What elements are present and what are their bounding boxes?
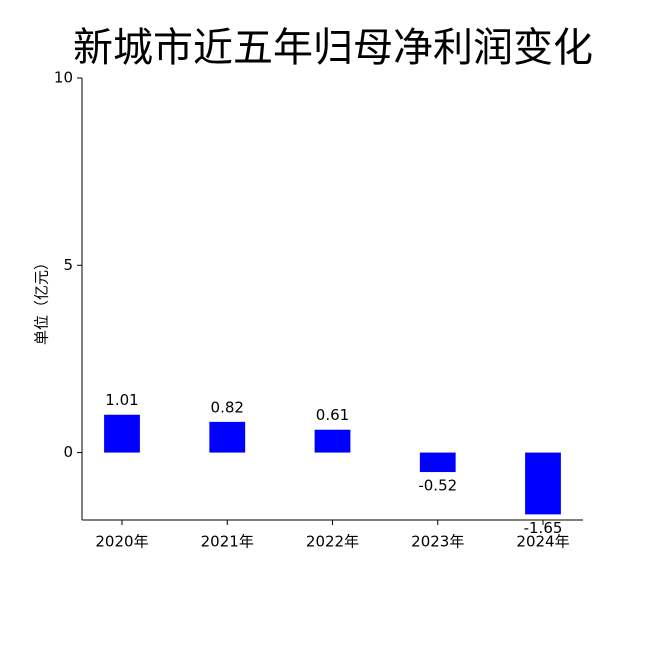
value-label: 0.61: [316, 406, 349, 424]
value-label: 1.01: [105, 391, 138, 409]
x-tick-label: 2022年: [306, 533, 359, 551]
x-tick-label: 2021年: [201, 533, 254, 551]
bar: [525, 452, 561, 515]
chart-title: 新城市近五年归母净利润变化: [73, 25, 593, 71]
x-tick-label: 2024年: [516, 533, 569, 551]
bar: [419, 452, 456, 473]
y-axis-label: 单位（亿元）: [33, 255, 51, 345]
y-tick-label: 10: [54, 69, 73, 87]
y-tick-label: 5: [63, 256, 73, 274]
value-label: 0.82: [211, 398, 244, 416]
x-tick-label: 2023年: [411, 533, 464, 551]
bar: [314, 429, 351, 453]
value-label: -1.65: [524, 519, 563, 537]
bar: [209, 421, 246, 453]
y-tick-label: 0: [63, 443, 73, 461]
x-tick-label: 2020年: [95, 533, 148, 551]
value-label: -0.52: [418, 477, 457, 495]
bar: [104, 414, 140, 453]
